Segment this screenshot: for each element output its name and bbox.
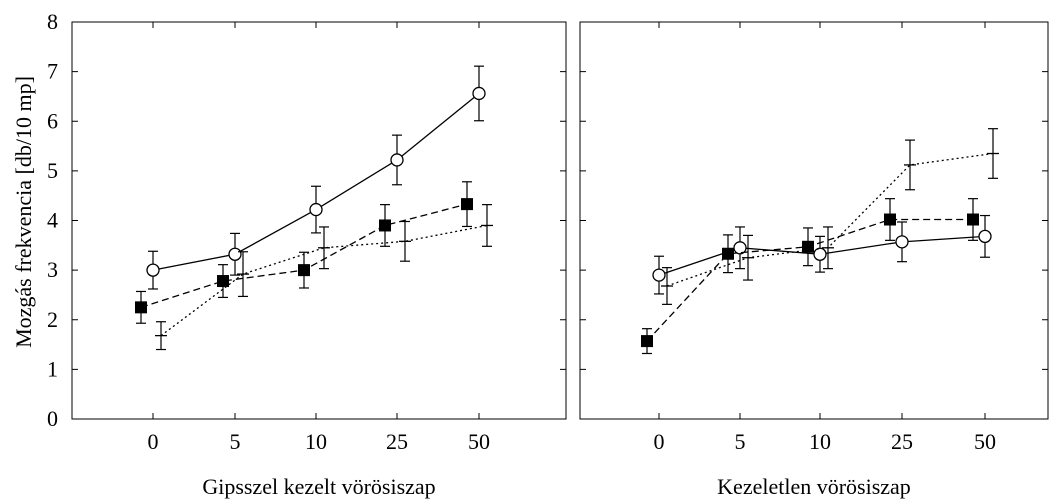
data-point-square bbox=[379, 219, 391, 232]
series-line-solid-open-circle bbox=[152, 92, 480, 271]
data-point-circle bbox=[472, 86, 486, 101]
y-tick-label: 0 bbox=[47, 406, 58, 431]
data-point-circle bbox=[309, 202, 323, 217]
series-line-dotted-plus bbox=[160, 224, 488, 337]
x-tick-label: 5 bbox=[230, 429, 241, 454]
plot-frame-1 bbox=[71, 21, 567, 420]
data-point-square bbox=[884, 213, 896, 226]
x-tick-label: 10 bbox=[809, 429, 831, 454]
x-tick-label: 50 bbox=[468, 429, 490, 454]
x-tick-label: 0 bbox=[654, 429, 665, 454]
y-tick-label: 5 bbox=[47, 158, 58, 183]
data-point-square bbox=[298, 264, 310, 277]
data-point-circle bbox=[228, 247, 242, 261]
x-tick-label: 50 bbox=[974, 429, 996, 454]
y-tick-label: 8 bbox=[47, 9, 58, 34]
x-tick-label: 10 bbox=[305, 429, 327, 454]
data-point-circle bbox=[390, 153, 404, 167]
data-point-square bbox=[722, 247, 734, 260]
data-point-circle bbox=[652, 268, 666, 282]
data-point-square bbox=[217, 275, 229, 288]
data-point-square bbox=[461, 198, 473, 211]
data-point-circle bbox=[146, 263, 160, 277]
data-point-circle bbox=[895, 235, 909, 249]
y-axis-title: Mozgás frekvencia [db/10 mp] bbox=[11, 76, 36, 348]
y-tick-label: 6 bbox=[47, 108, 58, 133]
data-point-square bbox=[135, 301, 147, 314]
y-tick-label: 4 bbox=[47, 208, 58, 233]
y-tick-label: 1 bbox=[47, 356, 58, 381]
data-point-circle bbox=[978, 229, 992, 244]
x-tick-label: 0 bbox=[148, 429, 159, 454]
data-point-square bbox=[967, 213, 979, 226]
x-axis-title-1: Gipsszel kezelt vörösiszap bbox=[202, 474, 435, 499]
x-tick-label: 25 bbox=[386, 429, 408, 454]
x-tick-label: 25 bbox=[891, 429, 913, 454]
y-tick-label: 2 bbox=[47, 307, 58, 332]
y-tick-label: 3 bbox=[47, 257, 58, 282]
x-tick-label: 5 bbox=[735, 429, 746, 454]
data-point-circle bbox=[813, 247, 827, 261]
data-point-square bbox=[802, 240, 814, 253]
x-axis-title-2: Kezeletlen vörösiszap bbox=[717, 474, 911, 499]
data-point-square bbox=[641, 335, 653, 348]
series-line-dashed-filled-square bbox=[646, 218, 973, 342]
y-tick-label: 7 bbox=[47, 59, 58, 84]
